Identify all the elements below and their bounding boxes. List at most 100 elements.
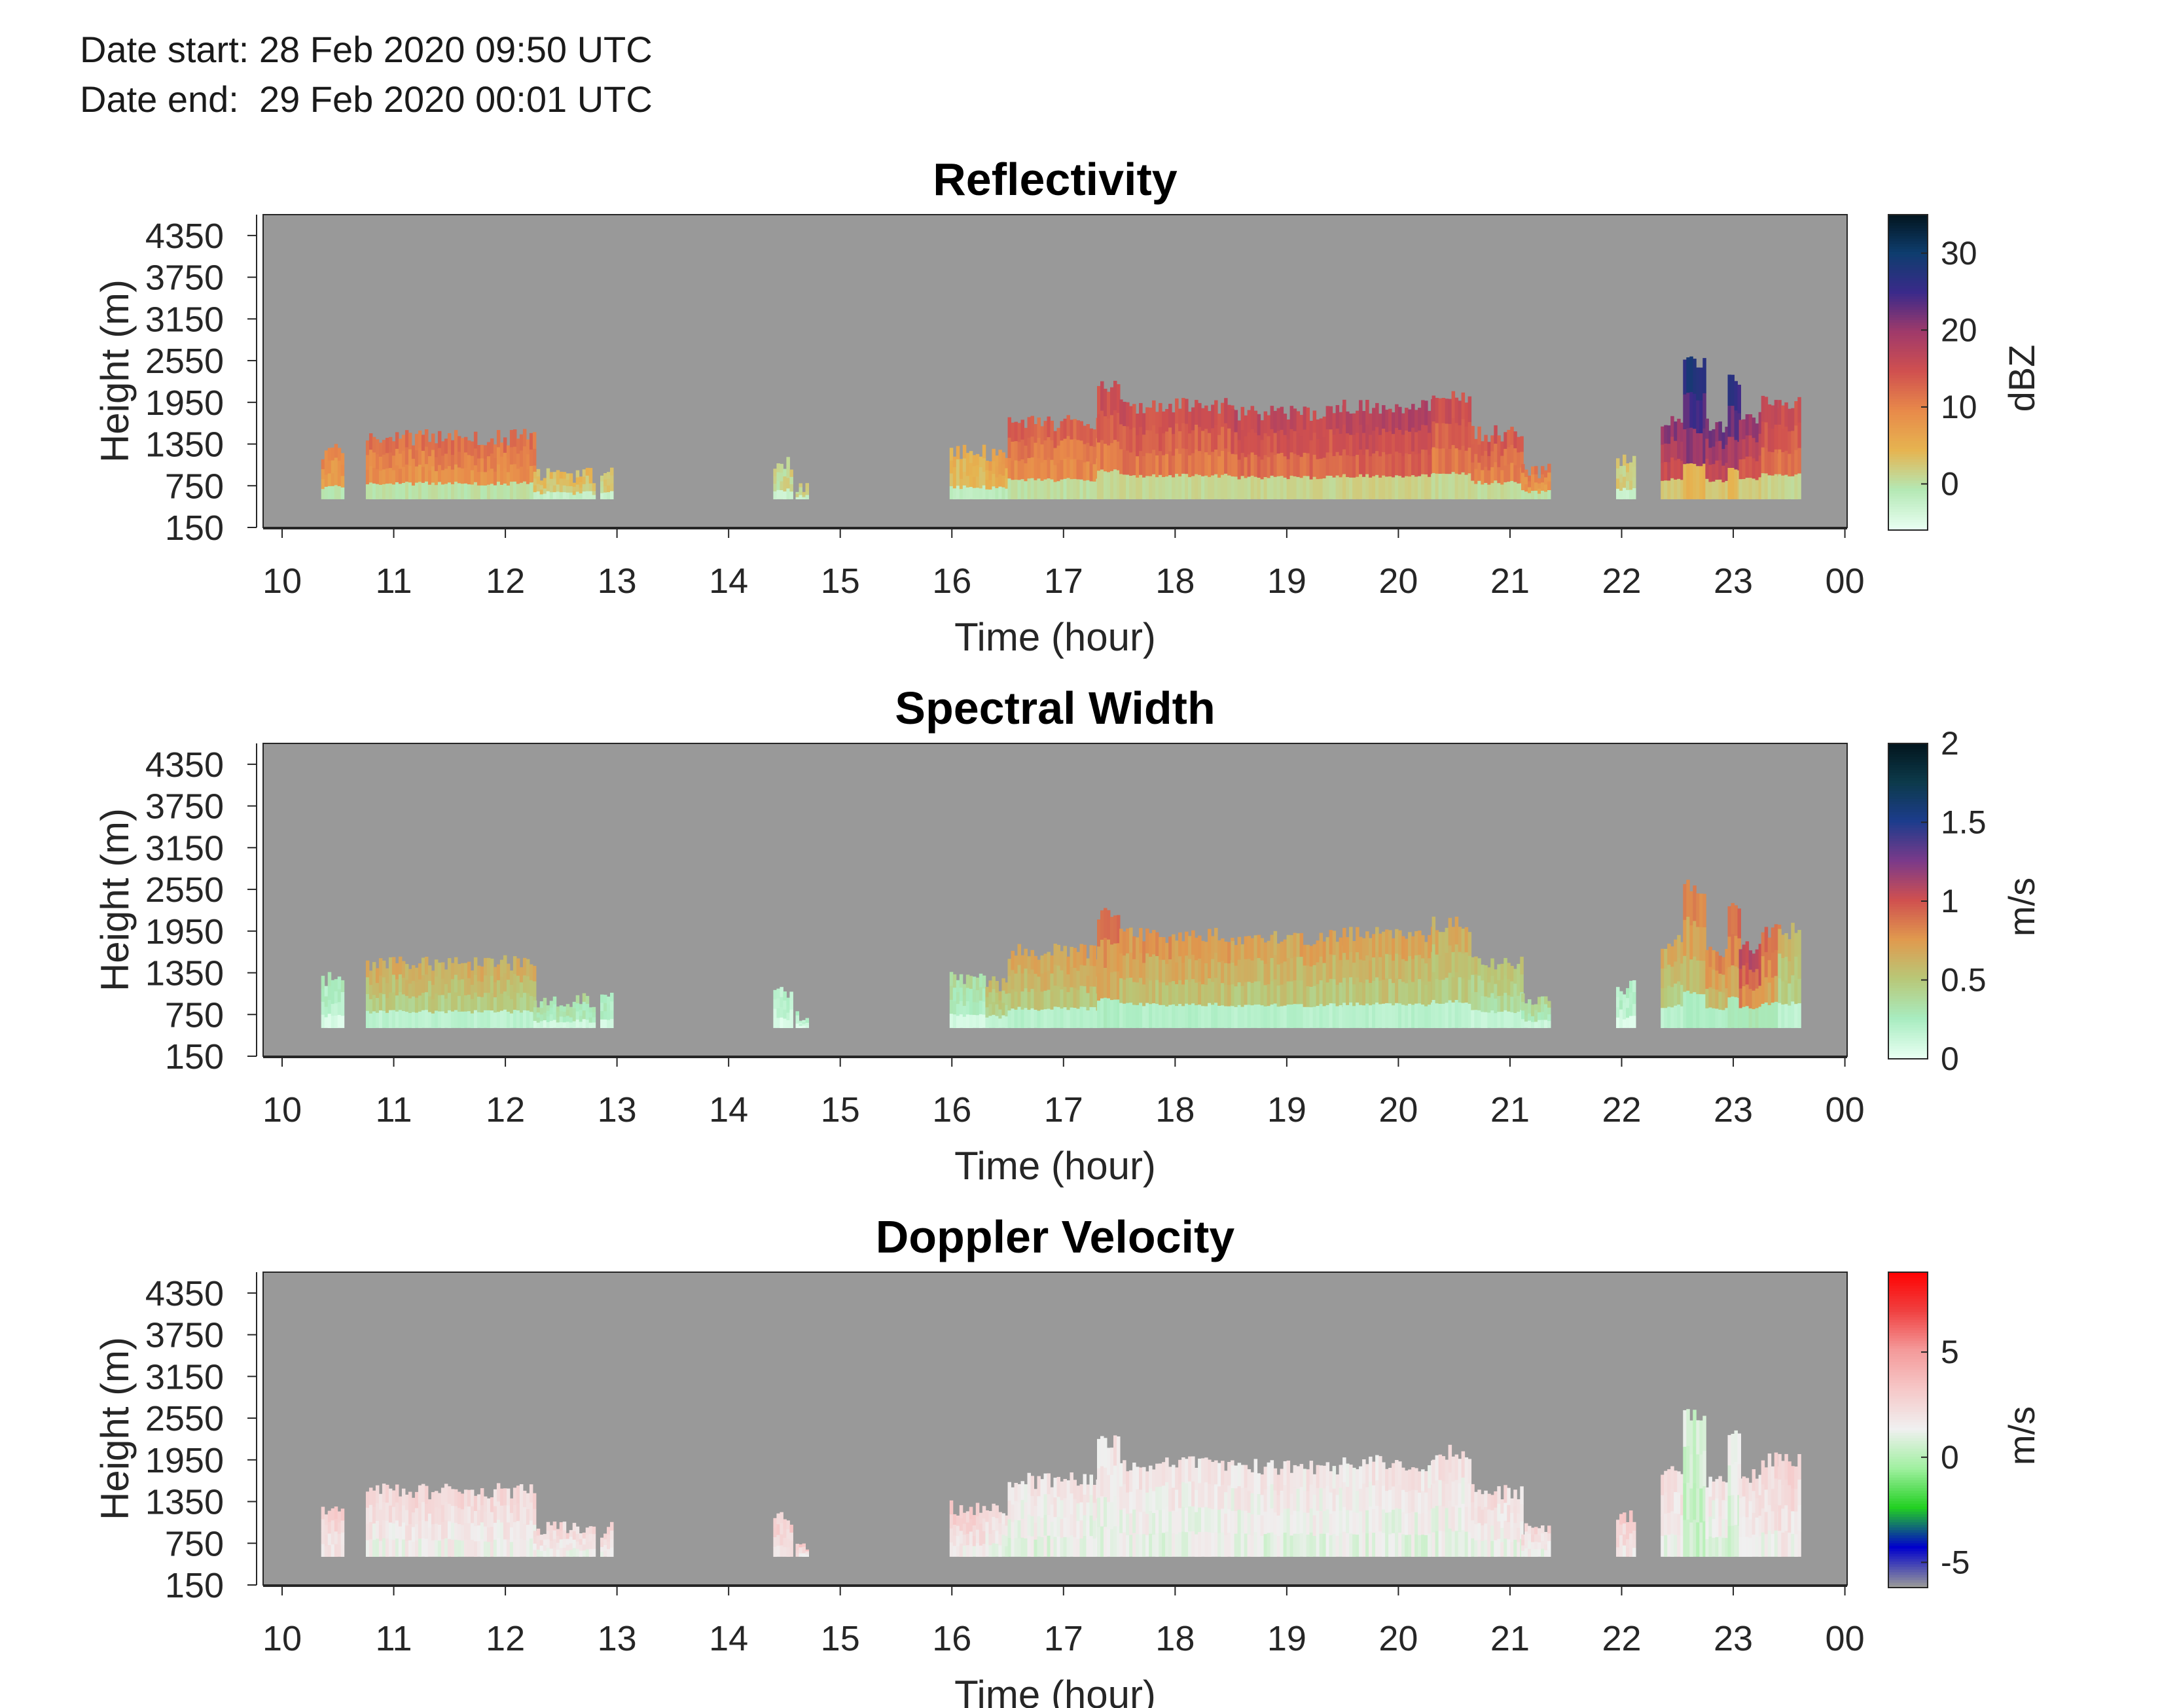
echo-segment: [1521, 1523, 1551, 1557]
date-end-label: Date end: 29 Feb 2020 00:01 UTC: [80, 79, 653, 120]
colorbar-tick-label: 2: [1941, 725, 1959, 762]
colorbar-tick-label: 20: [1941, 311, 1977, 348]
x-tick-label: 18: [1155, 1619, 1195, 1658]
echo-segment: [365, 429, 537, 499]
echo-segment: [1661, 1466, 1684, 1557]
x-tick-label: 19: [1267, 1619, 1306, 1658]
plot-frame: [262, 743, 1848, 1057]
x-tick-label: 18: [1155, 561, 1195, 601]
echo-segment: [1738, 412, 1763, 499]
colorbar-tick-label: 0: [1941, 1439, 1959, 1476]
colorbar-tick-label: 5: [1941, 1334, 1959, 1370]
y-axis-label: Height (m): [93, 1337, 137, 1520]
x-tick-label: 16: [932, 1619, 971, 1658]
echo-segment: [773, 1512, 793, 1557]
y-tick-label: 4350: [145, 1274, 224, 1313]
date-start-label: Date start: 28 Feb 2020 09:50 UTC: [80, 29, 653, 70]
y-tick-label: 3750: [145, 258, 224, 298]
y-tick-label: 3750: [145, 787, 224, 827]
echo-segment: [533, 993, 596, 1028]
panel-title: Doppler Velocity: [876, 1211, 1235, 1262]
echo-segment: [1007, 944, 1100, 1028]
colorbar-label: m/s: [2001, 1406, 2042, 1465]
x-tick-label: 20: [1378, 1619, 1418, 1658]
x-axis-label: Time (hour): [954, 1673, 1156, 1708]
echo-segment: [1119, 1456, 1234, 1557]
x-tick-label: 20: [1378, 561, 1418, 601]
echo-segment: [1471, 956, 1524, 1028]
echo-segment: [1683, 356, 1706, 499]
echo-segment: [1231, 930, 1346, 1028]
echo-segment: [321, 444, 345, 499]
colorbar-tick-label: 0: [1941, 1041, 1959, 1077]
colorbar-label: m/s: [2001, 878, 2042, 936]
y-axis-label: Height (m): [93, 808, 137, 991]
x-tick-label: 19: [1267, 561, 1306, 601]
echo-segment: [1431, 916, 1472, 1028]
echo-segment: [1661, 934, 1684, 1028]
colorbar-tick-label: 10: [1941, 389, 1977, 425]
x-tick-label: 22: [1602, 1090, 1641, 1130]
x-tick-label: 18: [1155, 1090, 1195, 1130]
x-tick-label: 21: [1490, 561, 1530, 601]
y-tick-label: 750: [165, 995, 224, 1035]
x-tick-label: 00: [1826, 561, 1865, 601]
x-axis-label: Time (hour): [954, 615, 1156, 659]
echo-segment: [1705, 1476, 1729, 1557]
echo-segment: [1616, 454, 1636, 499]
x-tick-label: 12: [486, 1619, 525, 1658]
plot-frame: [262, 1272, 1848, 1586]
colorbar-tick-label: 1.5: [1941, 804, 1987, 841]
echo-segment: [365, 955, 537, 1028]
x-tick-label: 15: [821, 1090, 860, 1130]
x-tick-label: 23: [1714, 1619, 1753, 1658]
x-tick-label: 21: [1490, 1619, 1530, 1658]
x-tick-label: 22: [1602, 561, 1641, 601]
y-tick-label: 1350: [145, 425, 224, 465]
x-tick-label: 11: [376, 561, 412, 601]
echo-segment: [600, 1521, 614, 1557]
x-tick-label: 00: [1826, 1090, 1865, 1130]
echo-segment: [1231, 1459, 1346, 1557]
echo-segment: [1119, 927, 1234, 1028]
echo-segment: [1431, 1444, 1472, 1557]
y-tick-label: 4350: [145, 745, 224, 785]
echo-segment: [1683, 1409, 1706, 1557]
y-tick-label: 2550: [145, 342, 224, 381]
echo-segment: [773, 457, 793, 499]
echo-segment: [985, 448, 1009, 499]
y-tick-label: 750: [165, 467, 224, 506]
x-tick-label: 13: [598, 561, 637, 601]
echo-segment: [321, 972, 345, 1028]
colorbar: 5 0 -5 m/s: [1888, 1272, 2042, 1588]
x-tick-label: 20: [1378, 1090, 1418, 1130]
y-axis-label: Height (m): [93, 279, 137, 463]
echo-segment: [321, 1506, 345, 1557]
echo-segment: [1231, 405, 1346, 499]
panel-1: Spectral Width 43503750315025501950135075…: [93, 683, 2042, 1188]
echo-segment: [1778, 397, 1801, 499]
x-tick-label: 16: [932, 561, 971, 601]
panel-0: Reflectivity4350375031502550195013507501…: [93, 154, 2042, 659]
y-tick-label: 750: [165, 1524, 224, 1563]
echo-segment: [1431, 391, 1472, 499]
colorbar-tick-label: 0.5: [1941, 962, 1987, 999]
y-tick-label: 3750: [145, 1316, 224, 1355]
echo-segment: [1097, 1435, 1121, 1557]
x-tick-label: 15: [821, 561, 860, 601]
echo-segment: [795, 1011, 809, 1028]
x-tick-label: 10: [262, 561, 302, 601]
x-tick-label: 17: [1044, 1619, 1083, 1658]
x-tick-label: 11: [376, 1090, 412, 1130]
echo-segment: [1738, 1469, 1763, 1557]
y-tick-label: 1950: [145, 383, 224, 423]
x-tick-label: 23: [1714, 1090, 1753, 1130]
echo-segment: [1007, 1472, 1100, 1557]
echo-segment: [1616, 1510, 1636, 1557]
x-tick-label: 11: [376, 1619, 412, 1658]
panel-title: Spectral Width: [895, 683, 1215, 734]
echo-segment: [949, 1500, 986, 1557]
echo-segment: [1683, 880, 1706, 1028]
y-tick-label: 1950: [145, 912, 224, 952]
